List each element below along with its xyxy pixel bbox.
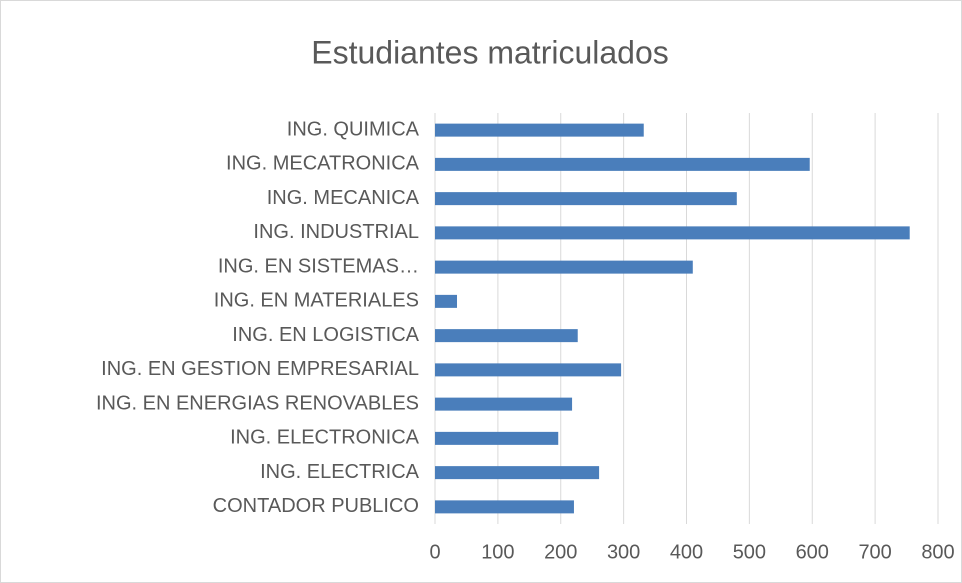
- x-tick-label: 200: [544, 541, 577, 563]
- y-tick-label: ING. QUIMICA: [287, 118, 420, 140]
- bar: [435, 192, 737, 206]
- x-tick-label: 100: [481, 541, 514, 563]
- y-tick-label: ING. INDUSTRIAL: [253, 221, 419, 243]
- x-tick-label: 700: [858, 541, 891, 563]
- x-tick-label: 400: [670, 541, 703, 563]
- x-tick-label: 0: [429, 541, 440, 563]
- bar: [435, 466, 600, 480]
- x-tick-label: 500: [733, 541, 766, 563]
- bar: [435, 123, 644, 137]
- x-tick-label: 600: [796, 541, 829, 563]
- y-tick-label: CONTADOR PUBLICO: [213, 495, 419, 517]
- bar: [435, 157, 810, 171]
- bar: [435, 329, 578, 343]
- x-tick-label: 800: [921, 541, 954, 563]
- y-tick-label: ING. EN GESTION EMPRESARIAL: [101, 358, 419, 380]
- y-tick-label: ING. MECATRONICA: [226, 153, 420, 175]
- y-tick-label: ING. EN MATERIALES: [214, 290, 419, 312]
- chart-title: Estudiantes matriculados: [311, 34, 669, 70]
- bar: [435, 260, 693, 274]
- bar: [435, 397, 573, 411]
- y-tick-label: ING. ELECTRONICA: [230, 427, 420, 449]
- bar: [435, 500, 574, 514]
- bar: [435, 226, 910, 240]
- y-tick-label: ING. MECANICA: [267, 187, 420, 209]
- y-tick-label: ING. EN LOGISTICA: [232, 324, 419, 346]
- y-tick-label: ING. ELECTRICA: [260, 461, 420, 483]
- bar: [435, 431, 559, 445]
- bar: [435, 294, 458, 308]
- x-tick-label: 300: [607, 541, 640, 563]
- y-tick-label: ING. EN ENERGIAS RENOVABLES: [96, 392, 419, 414]
- bar: [435, 363, 622, 377]
- y-tick-label: ING. EN SISTEMAS…: [218, 255, 419, 277]
